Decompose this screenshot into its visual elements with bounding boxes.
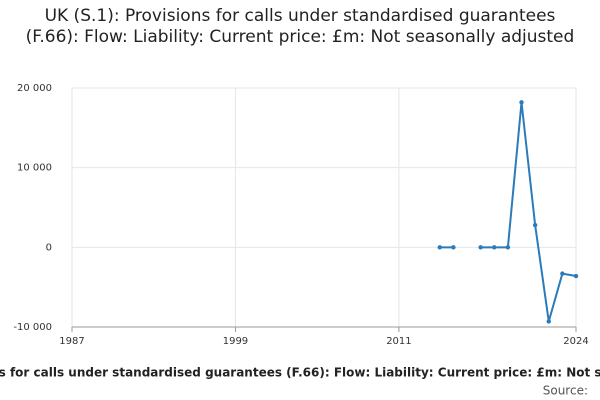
y-tick-label: 0	[46, 242, 52, 253]
data-point	[451, 245, 456, 250]
data-point	[519, 100, 524, 105]
x-tick-label: 1987	[59, 336, 84, 347]
data-point	[492, 245, 497, 250]
y-tick-label: 20 000	[17, 83, 52, 94]
x-tick-label: 2011	[386, 336, 411, 347]
data-point	[573, 273, 579, 279]
data-point	[532, 222, 538, 228]
x-tick-label: 2024	[563, 336, 588, 347]
source: Source:	[543, 384, 588, 398]
y-tick-label: 10 000	[17, 163, 52, 174]
y-tick-label: -10 000	[13, 322, 52, 333]
data-point	[560, 271, 565, 276]
data-point	[546, 319, 551, 324]
legend-entry: UK (S.1): Provisions for calls under sta…	[0, 366, 600, 380]
series-line	[439, 102, 577, 322]
data-point	[505, 245, 511, 250]
data-point	[437, 245, 442, 250]
data-point	[478, 245, 483, 250]
x-tick-label: 1999	[223, 336, 248, 347]
chart-title: UK (S.1): Provisions for calls under sta…	[25, 6, 575, 47]
